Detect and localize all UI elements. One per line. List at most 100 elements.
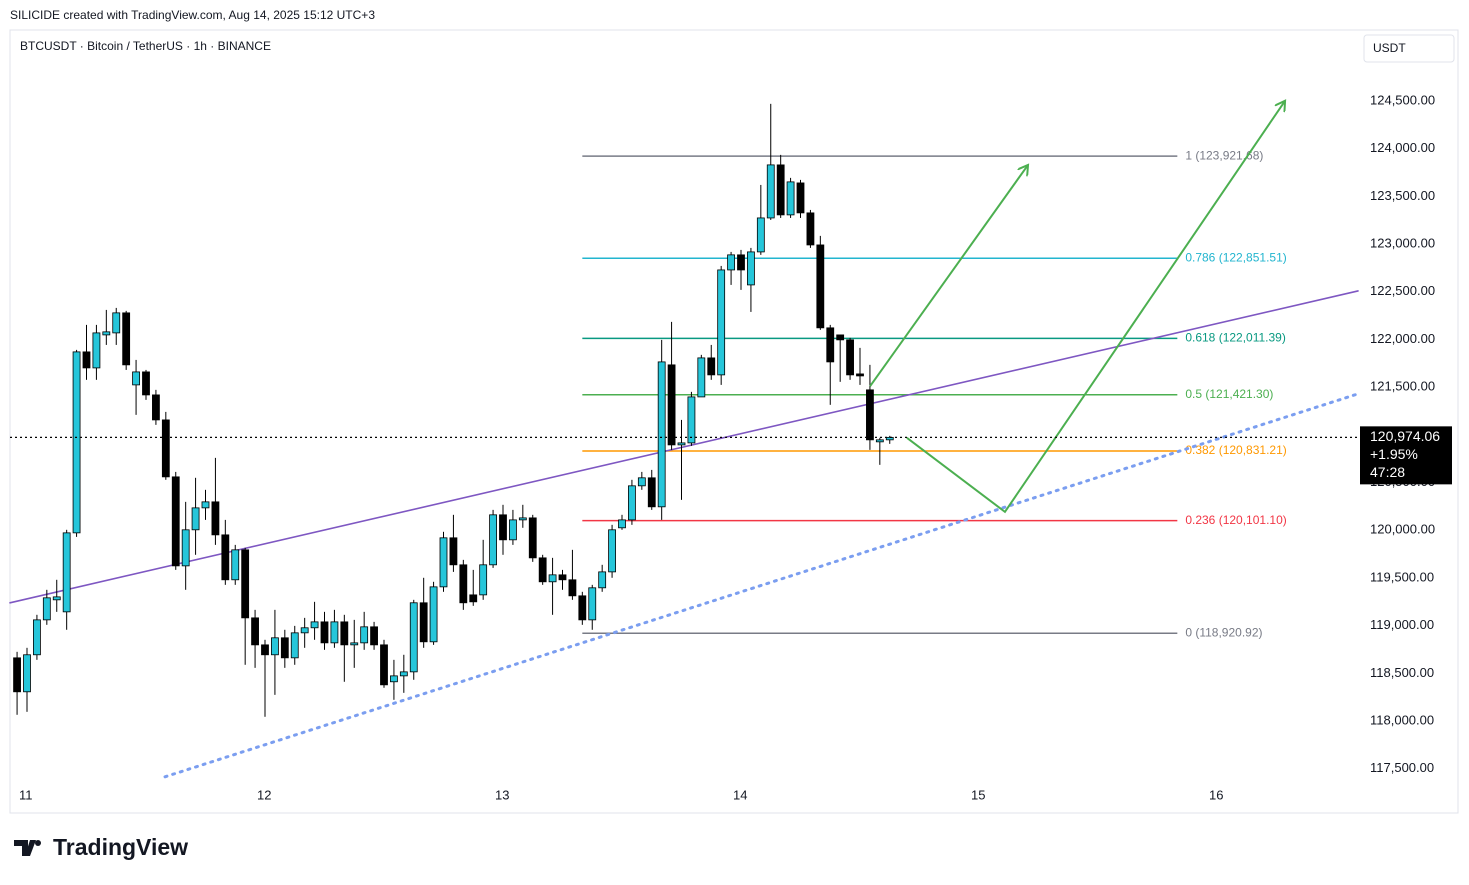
- candle-body: [866, 389, 874, 441]
- candle-body: [766, 164, 775, 219]
- candle-body: [528, 517, 537, 559]
- change: +1.95%: [1370, 446, 1418, 462]
- candle-body: [320, 621, 329, 644]
- candle-body: [92, 332, 101, 369]
- candle-body: [489, 514, 497, 566]
- y-tick-label: 117,500.00: [1370, 760, 1434, 775]
- candle-body: [280, 637, 289, 659]
- candle-body: [459, 564, 468, 604]
- candle-body: [548, 574, 557, 583]
- candle-body: [578, 595, 587, 621]
- candle-body: [380, 644, 388, 686]
- chart-frame: [9, 29, 1459, 814]
- candle-body: [806, 212, 815, 246]
- candle-body: [142, 371, 150, 396]
- fib-label: 0.236 (120,101.10): [1185, 513, 1286, 527]
- candle-body: [717, 269, 726, 376]
- candle-body: [23, 654, 31, 693]
- candle-body: [469, 594, 478, 603]
- arrow: [869, 165, 1028, 387]
- candle-body: [875, 439, 884, 443]
- fib-label: 0.618 (122,011.39): [1185, 331, 1286, 345]
- candle-body: [152, 394, 160, 421]
- fib-label: 0 (118,920.92): [1185, 625, 1262, 639]
- candle-body: [261, 644, 269, 656]
- symbol-title: BTCUSDT · Bitcoin / TetherUS · 1h · BINA…: [20, 39, 271, 53]
- candle-body: [330, 621, 339, 644]
- candle-body: [241, 549, 250, 619]
- candle-body: [518, 517, 527, 521]
- candle-body: [509, 519, 517, 541]
- candle-body: [816, 244, 825, 329]
- candle-body: [707, 357, 716, 376]
- candle-body: [856, 373, 864, 377]
- candle-body: [13, 657, 21, 693]
- countdown: 47:28: [1370, 464, 1405, 480]
- candle-body: [62, 532, 71, 613]
- x-tick-label: 15: [971, 787, 985, 802]
- candle-body: [826, 327, 835, 363]
- candle-body: [251, 617, 259, 646]
- candle-body: [290, 632, 299, 659]
- candle-body: [439, 537, 448, 588]
- y-tick-label: 119,500.00: [1370, 569, 1434, 584]
- candle-body: [231, 549, 240, 581]
- arrow: [906, 101, 1285, 514]
- candle-body: [479, 564, 488, 596]
- candle-body: [370, 626, 378, 646]
- credit: SILICIDE created with TradingView.com, A…: [10, 8, 375, 22]
- currency-button[interactable]: [1363, 34, 1455, 63]
- currency[interactable]: USDT: [1373, 41, 1406, 55]
- candle-body: [618, 519, 626, 529]
- candle-body: [429, 586, 438, 643]
- candle-body: [796, 182, 805, 214]
- x-tick-label: 11: [19, 787, 33, 802]
- candle-body: [340, 621, 349, 646]
- trend-line: [163, 392, 1360, 779]
- candle-body: [419, 602, 428, 643]
- candle-body: [449, 537, 458, 566]
- candle-body: [211, 501, 220, 536]
- candle-body: [102, 331, 111, 336]
- candle-body: [310, 621, 319, 629]
- candle-body: [568, 579, 577, 597]
- x-tick-label: 12: [257, 787, 271, 802]
- y-tick-label: 119,000.00: [1370, 617, 1434, 632]
- y-tick-label: 124,500.00: [1370, 92, 1435, 107]
- candle-body: [836, 334, 845, 341]
- candle-body: [499, 514, 507, 541]
- candle-body: [191, 507, 200, 531]
- candle-body: [350, 642, 359, 646]
- x-tick-label: 13: [495, 787, 509, 802]
- candle-body: [697, 357, 706, 398]
- candle-body: [588, 587, 597, 621]
- candle-body: [42, 597, 51, 621]
- y-tick-label: 118,500.00: [1370, 665, 1434, 680]
- candle-body: [72, 351, 81, 534]
- fib-label: 0.5 (121,421.30): [1185, 387, 1273, 401]
- candle-body: [747, 251, 755, 286]
- candle-body: [776, 164, 785, 216]
- candle-body: [122, 312, 131, 366]
- x-tick-label: 16: [1209, 787, 1223, 802]
- candle-body: [201, 501, 210, 509]
- candle-body: [737, 254, 745, 271]
- candle-body: [608, 529, 616, 573]
- y-tick-label: 121,500.00: [1370, 379, 1435, 394]
- candle-body: [181, 529, 190, 567]
- y-tick-label: 123,500.00: [1370, 188, 1435, 203]
- candle-body: [161, 419, 170, 478]
- x-tick-label: 14: [733, 787, 747, 802]
- candle-body: [300, 627, 309, 634]
- candle-body: [885, 436, 894, 441]
- candle-body: [360, 626, 369, 644]
- logo-text: TradingView: [53, 834, 188, 860]
- last-price: 120,974.06: [1370, 428, 1440, 444]
- candle-body: [647, 477, 656, 508]
- candle-body: [756, 217, 765, 253]
- candle-body: [558, 574, 567, 581]
- candle-body: [33, 619, 41, 656]
- candle-body: [82, 351, 91, 369]
